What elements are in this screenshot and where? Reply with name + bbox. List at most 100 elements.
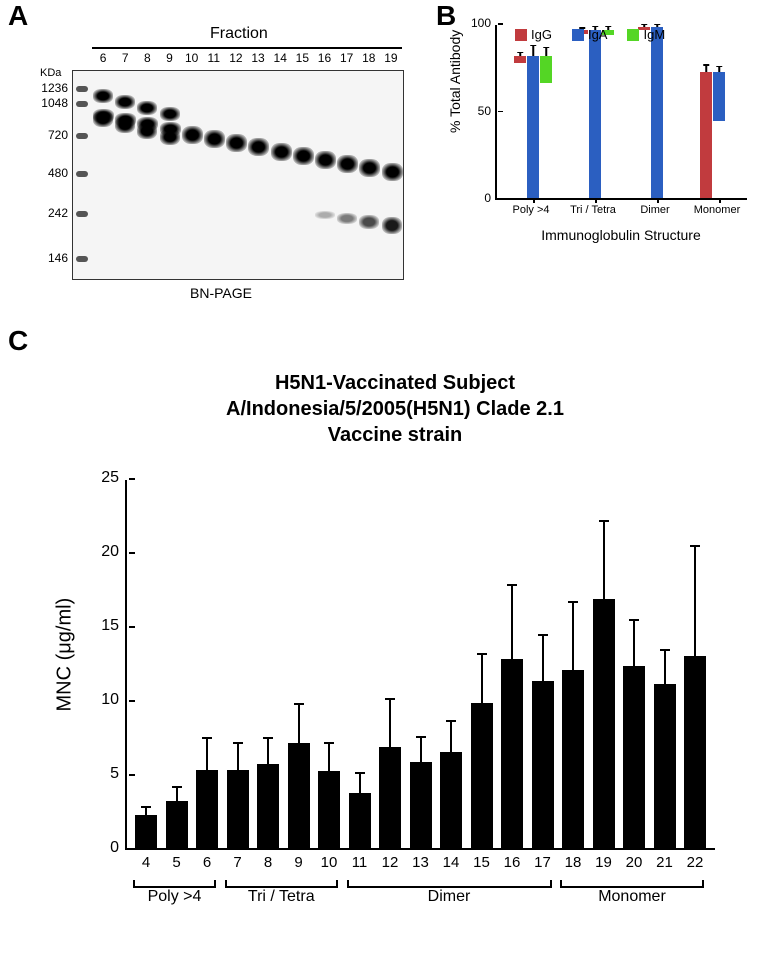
bar: [227, 770, 249, 848]
error-bar: [420, 737, 422, 762]
fraction-number: 6: [92, 51, 114, 65]
gel-blot: [271, 143, 292, 161]
xtick: [533, 198, 535, 203]
error-bar: [603, 521, 605, 599]
gel-blot: [226, 134, 247, 152]
error-cap: [654, 24, 660, 26]
gel-blot: [137, 117, 158, 131]
error-bar: [664, 650, 666, 684]
fraction-number: 13: [247, 51, 269, 65]
fraction-number: 11: [203, 51, 225, 65]
fraction-number: 17: [336, 51, 358, 65]
bar: [257, 764, 279, 848]
bar: [379, 747, 401, 848]
xtick: [719, 198, 721, 203]
gel-blot: [204, 130, 225, 148]
fraction-number: 18: [358, 51, 380, 65]
ytick: 0: [484, 191, 497, 205]
error-bar: [633, 620, 635, 666]
gel-blot: [160, 107, 180, 121]
panel-c: H5N1-Vaccinated Subject A/Indonesia/5/20…: [55, 370, 735, 930]
error-cap: [172, 786, 182, 788]
marker-band: [76, 171, 88, 177]
fraction-number: 9: [158, 51, 180, 65]
kda-value: 242: [36, 206, 68, 220]
error-bar: [545, 48, 547, 57]
bar: [471, 703, 493, 848]
error-bar: [145, 807, 147, 816]
fraction-number: 12: [225, 51, 247, 65]
gel-blot: [248, 138, 269, 156]
fraction-number: 14: [269, 51, 291, 65]
bar: [589, 30, 601, 198]
bar: [532, 681, 554, 848]
ytick: 10: [101, 691, 127, 709]
marker-band: [76, 256, 88, 262]
error-bar: [237, 743, 239, 770]
xlabel: Monomer: [689, 198, 745, 216]
bar: [514, 56, 526, 63]
panel-b: IgGIgAIgM 050100Poly >4Tri / TetraDimerM…: [445, 15, 755, 265]
panel-a-label: A: [8, 0, 28, 32]
ytick: 25: [101, 469, 127, 487]
bar: [562, 670, 584, 848]
error-cap: [599, 520, 609, 522]
error-cap: [690, 545, 700, 547]
fraction-number: 7: [114, 51, 136, 65]
gel-blot: [359, 159, 380, 177]
bar-group: [631, 27, 683, 199]
error-cap: [141, 806, 151, 808]
kda-value: 480: [36, 166, 68, 180]
legend-label: IgA: [588, 27, 608, 42]
error-bar: [542, 635, 544, 681]
ytick: 50: [478, 104, 497, 118]
error-cap: [641, 24, 647, 26]
chart-b-legend: IgG IgA IgM: [515, 27, 665, 42]
group-bracket: [560, 880, 704, 888]
group-label: Poly >4: [133, 888, 216, 906]
kda-value: 720: [36, 128, 68, 142]
gel-blot: [382, 217, 402, 234]
error-cap: [543, 47, 549, 49]
error-cap: [716, 66, 722, 68]
legend-item: IgM: [627, 27, 665, 42]
chart-c-groups: Poly >4Tri / TetraDimerMonomer: [125, 850, 715, 910]
error-bar: [206, 738, 208, 769]
bar: [684, 656, 706, 848]
gel-blot: [359, 215, 379, 229]
kda-value: 1236: [36, 81, 68, 95]
group-label: Monomer: [560, 888, 704, 906]
error-bar: [718, 67, 720, 72]
gel-blot: [293, 147, 314, 165]
kda-value: 1048: [36, 96, 68, 110]
error-bar: [176, 787, 178, 800]
bar: [654, 684, 676, 848]
error-bar: [519, 53, 521, 57]
error-bar: [481, 654, 483, 703]
gel-blot: [182, 126, 203, 144]
xtick: [657, 198, 659, 203]
error-cap: [538, 634, 548, 636]
gel-blot: [93, 109, 114, 123]
panel-c-label: C: [8, 325, 28, 357]
error-bar: [511, 585, 513, 659]
error-bar: [572, 602, 574, 670]
xlabel: Tri / Tetra: [565, 198, 621, 216]
group-label: Dimer: [347, 888, 552, 906]
error-cap: [324, 742, 334, 744]
gel-blot: [160, 122, 181, 136]
ytick: 100: [471, 16, 497, 30]
fraction-title: Fraction: [210, 25, 268, 43]
marker-band: [76, 101, 88, 107]
bar-group: [507, 56, 559, 198]
legend-label: IgG: [531, 27, 552, 42]
fraction-number: 16: [313, 51, 335, 65]
gel-blot: [315, 211, 335, 219]
legend-swatch: [572, 29, 584, 41]
kda-label: KDa: [40, 67, 61, 79]
gel-blot: [115, 113, 136, 127]
gel-blot: [137, 101, 157, 115]
fraction-bar: [92, 47, 402, 49]
panel-a: Fraction 678910111213141516171819 KDa BN…: [40, 25, 420, 315]
bar-group: [569, 30, 621, 198]
